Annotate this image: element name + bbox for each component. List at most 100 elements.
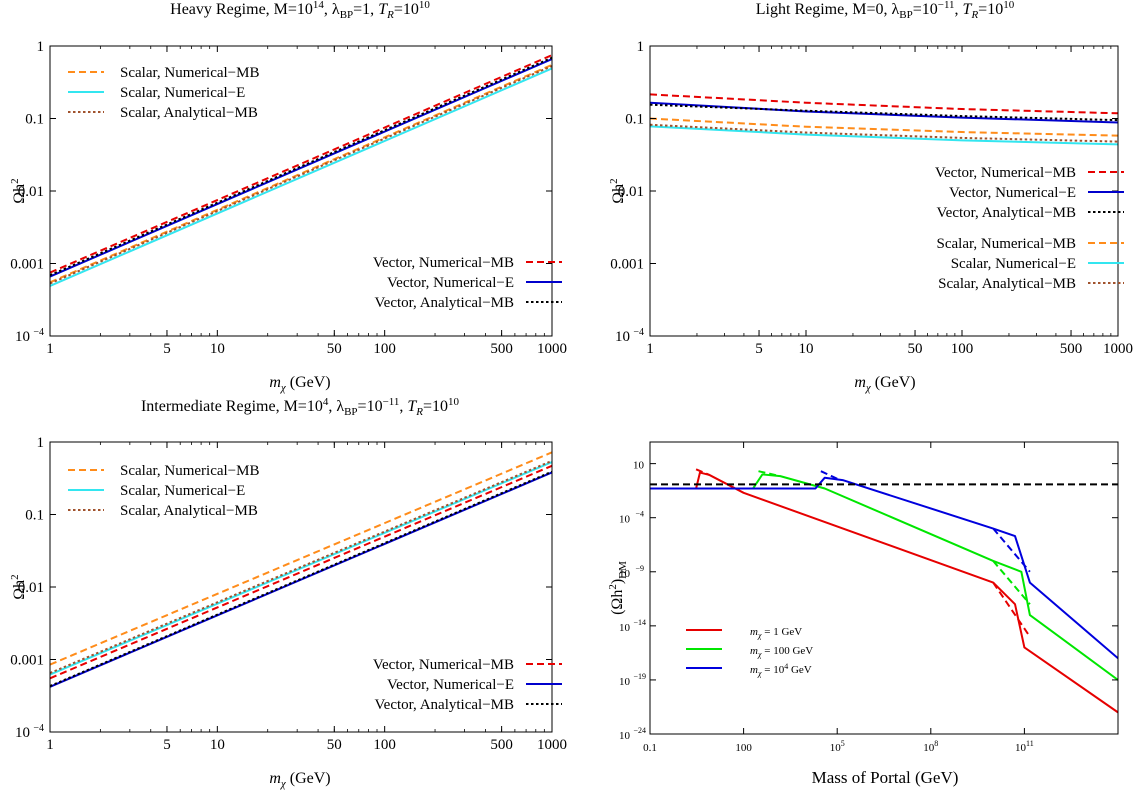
y-tick-label: 1 bbox=[637, 39, 645, 55]
title-exponent: 10 bbox=[448, 396, 460, 408]
y-tick-label-base: 10 bbox=[15, 329, 30, 345]
y-tick-label: 0.001 bbox=[610, 257, 644, 273]
series-line-7 bbox=[992, 560, 1031, 605]
chart-title: Intermediate Regime, M=104, λBP=10−11, T… bbox=[141, 396, 460, 418]
title-part: Intermediate Regime, M=10 bbox=[141, 398, 323, 415]
series-line-5 bbox=[50, 58, 552, 278]
legend-label: Scalar, Numerical−E bbox=[120, 483, 245, 499]
legend-label-subscript: χ bbox=[757, 650, 762, 659]
title-part: =10 bbox=[423, 398, 448, 415]
x-axis-label: mχ (GeV) bbox=[854, 374, 915, 394]
y-tick-label-exponent: −4 bbox=[33, 723, 44, 734]
y-axis-label-part: Ωh bbox=[11, 184, 28, 204]
x-tick-label-base: 500 bbox=[1060, 341, 1083, 357]
x-tick-label-base: 50 bbox=[908, 341, 923, 357]
plot-frame bbox=[649, 441, 1119, 735]
y-tick-label-base: 10 bbox=[619, 676, 631, 688]
series-line-9 bbox=[992, 527, 1031, 573]
x-tick-label-base: 50 bbox=[327, 341, 342, 357]
legend-label: Vector, Analytical−MB bbox=[375, 295, 515, 311]
x-tick-label-base: 5 bbox=[163, 341, 171, 357]
title-part: , λ bbox=[324, 1, 340, 18]
y-tick-label-base: 0.001 bbox=[10, 257, 44, 273]
title-part: T bbox=[407, 398, 417, 415]
y-tick-label-base: 1 bbox=[637, 39, 645, 55]
legend-2: Vector, Numerical−MB Vector, Numerical−E V… bbox=[373, 255, 562, 311]
series-line-1 bbox=[50, 63, 552, 284]
y-tick-label: 10 bbox=[619, 676, 631, 688]
y-axis-label-part: Ωh bbox=[11, 580, 28, 600]
series-line-6 bbox=[758, 470, 778, 477]
series-line-1 bbox=[50, 451, 552, 666]
x-tick-label: 0.1 bbox=[643, 742, 657, 754]
x-tick-label: 100 bbox=[951, 341, 974, 357]
x-tick-label-base: 100 bbox=[951, 341, 974, 357]
series-line-8 bbox=[820, 470, 838, 480]
series-line-1 bbox=[650, 471, 1118, 714]
x-tick-label: 1011 bbox=[1015, 739, 1034, 754]
chart-title: Light Regime, M=0, λBP=10−11, TR=1010 bbox=[756, 0, 1015, 21]
legend-1: Vector, Numerical−MB Vector, Numerical−E V… bbox=[935, 165, 1124, 221]
x-tick-label: 10 bbox=[799, 341, 814, 357]
x-axis-label-part: m bbox=[854, 374, 866, 391]
legend-label: Vector, Numerical−E bbox=[387, 677, 514, 693]
legend-1: Scalar, Numerical−MB Scalar, Numerical−E S… bbox=[68, 463, 259, 519]
series-line-6 bbox=[50, 56, 552, 277]
y-axis-label-exponent: 2 bbox=[9, 178, 21, 184]
x-tick-label-base: 100 bbox=[373, 737, 396, 753]
legend-label-part: = 1 GeV bbox=[761, 626, 802, 638]
legend-label: Scalar, Analytical−MB bbox=[938, 276, 1076, 292]
x-tick-label-base: 10 bbox=[210, 341, 225, 357]
y-tick-label-base: 1 bbox=[37, 39, 45, 55]
y-axis-label-subscript: DM bbox=[617, 561, 629, 579]
chart-panel-3: Intermediate Regime, M=104, λBP=10−11, T… bbox=[9, 396, 567, 790]
x-tick-label-base: 100 bbox=[373, 341, 396, 357]
series-line-4 bbox=[695, 468, 710, 476]
x-tick-label-base: 50 bbox=[327, 737, 342, 753]
y-axis-label-exponent: 2 bbox=[608, 178, 620, 184]
x-tick-label: 100 bbox=[373, 341, 396, 357]
title-part: T bbox=[378, 1, 388, 18]
y-tick-label-base: 10 bbox=[619, 730, 631, 742]
title-subscript: R bbox=[386, 9, 394, 21]
x-tick-label: 1 bbox=[646, 341, 654, 357]
series-line-2 bbox=[50, 67, 552, 287]
series-line-3 bbox=[650, 103, 1118, 122]
x-axis-label-subscript: χ bbox=[280, 382, 287, 394]
title-part: , λ bbox=[883, 1, 899, 18]
x-tick-label-base: 500 bbox=[490, 341, 513, 357]
legend-label: Scalar, Numerical−MB bbox=[120, 65, 259, 81]
legend-label: mχ = 100 GeV bbox=[750, 645, 813, 659]
title-subscript: R bbox=[970, 9, 978, 21]
title-exponent: −11 bbox=[938, 0, 955, 11]
y-tick-label-exponent: −4 bbox=[633, 327, 644, 338]
x-tick-label-exponent: 5 bbox=[841, 739, 845, 748]
y-tick-label-base: 0.01 bbox=[18, 580, 44, 596]
x-tick-label-base: 1 bbox=[646, 341, 654, 357]
y-tick-label-base: 10 bbox=[619, 514, 631, 526]
title-subscript: BP bbox=[340, 9, 353, 21]
legend-label-subscript: χ bbox=[757, 631, 762, 640]
y-tick-label-base: 10 bbox=[633, 460, 645, 472]
x-tick-label: 50 bbox=[327, 341, 342, 357]
y-tick-label: 10 bbox=[619, 730, 631, 742]
x-tick-label: 500 bbox=[1060, 341, 1083, 357]
title-exponent: 10 bbox=[1003, 0, 1015, 11]
legend-label: Vector, Numerical−MB bbox=[373, 657, 514, 673]
title-part: =1, bbox=[353, 1, 378, 18]
x-axis-label-part: (GeV) bbox=[286, 770, 331, 787]
x-tick-label-base: 1000 bbox=[537, 341, 567, 357]
x-tick-label-base: 10 bbox=[923, 742, 935, 754]
series-line-3 bbox=[650, 476, 1118, 660]
legend-label: Vector, Numerical−MB bbox=[935, 165, 1076, 181]
x-axis-label: Mass of Portal (GeV) bbox=[812, 768, 959, 787]
y-tick-label: 10 bbox=[15, 329, 30, 345]
x-tick-label-base: 1 bbox=[46, 341, 54, 357]
x-tick-label-base: 0.1 bbox=[643, 742, 657, 754]
series-line-5 bbox=[650, 125, 1118, 146]
x-tick-label-base: 10 bbox=[1015, 742, 1027, 754]
title-part: Light Regime, M=0 bbox=[756, 1, 884, 18]
series-line-6 bbox=[50, 470, 552, 687]
title-part: =10 bbox=[394, 1, 419, 18]
